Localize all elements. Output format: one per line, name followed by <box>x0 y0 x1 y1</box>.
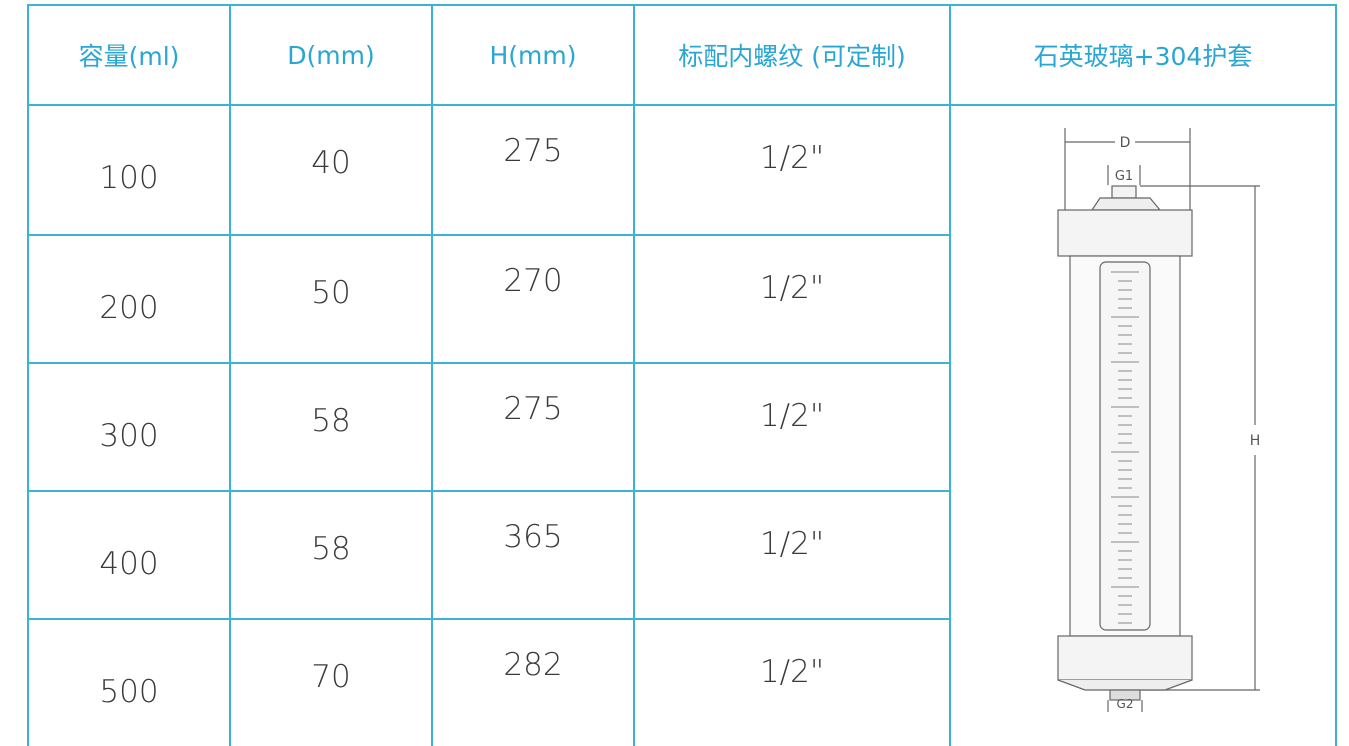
border <box>949 4 951 746</box>
border <box>28 618 950 620</box>
table-cell: 58 <box>311 531 351 567</box>
table-cell: 400 <box>99 546 159 582</box>
border <box>633 4 635 746</box>
dim-label: H <box>1250 433 1261 449</box>
table-cell: 200 <box>99 290 159 326</box>
table-cell: 58 <box>311 403 351 439</box>
table-cell: 1/2" <box>759 270 825 306</box>
border <box>28 362 950 364</box>
table-cell: 40 <box>311 145 351 181</box>
table-cell: 1/2" <box>759 140 825 176</box>
border <box>229 4 231 746</box>
header-cell: 标配内螺纹 (可定制) <box>678 42 906 71</box>
table-cell: 1/2" <box>759 654 825 690</box>
header-cell: D(mm) <box>287 40 375 70</box>
table-cell: 100 <box>99 160 159 196</box>
table-cell: 270 <box>503 263 563 299</box>
border <box>28 4 1336 6</box>
dim-label: D <box>1120 135 1131 151</box>
border <box>28 234 950 236</box>
border <box>28 490 950 492</box>
border <box>1335 4 1337 746</box>
table-cell: 500 <box>99 674 159 710</box>
table-cell: 50 <box>311 275 351 311</box>
dim-label: G1 <box>1115 169 1133 184</box>
table-cell: 300 <box>99 418 159 454</box>
header-cell: 石英玻璃+304护套 <box>1033 42 1253 71</box>
header-cell: H(mm) <box>489 40 577 70</box>
table-cell: 275 <box>503 133 563 169</box>
border <box>27 4 29 746</box>
table-cell: 365 <box>503 519 563 555</box>
table-cell: 1/2" <box>759 398 825 434</box>
dim-label: G2 <box>1117 697 1134 711</box>
table-cell: 275 <box>503 391 563 427</box>
table-cell: 1/2" <box>759 526 825 562</box>
border <box>28 104 1336 106</box>
header-cell: 容量(ml) <box>78 42 180 71</box>
table-cell: 282 <box>503 647 563 683</box>
border <box>431 4 433 746</box>
table-cell: 70 <box>311 659 351 695</box>
